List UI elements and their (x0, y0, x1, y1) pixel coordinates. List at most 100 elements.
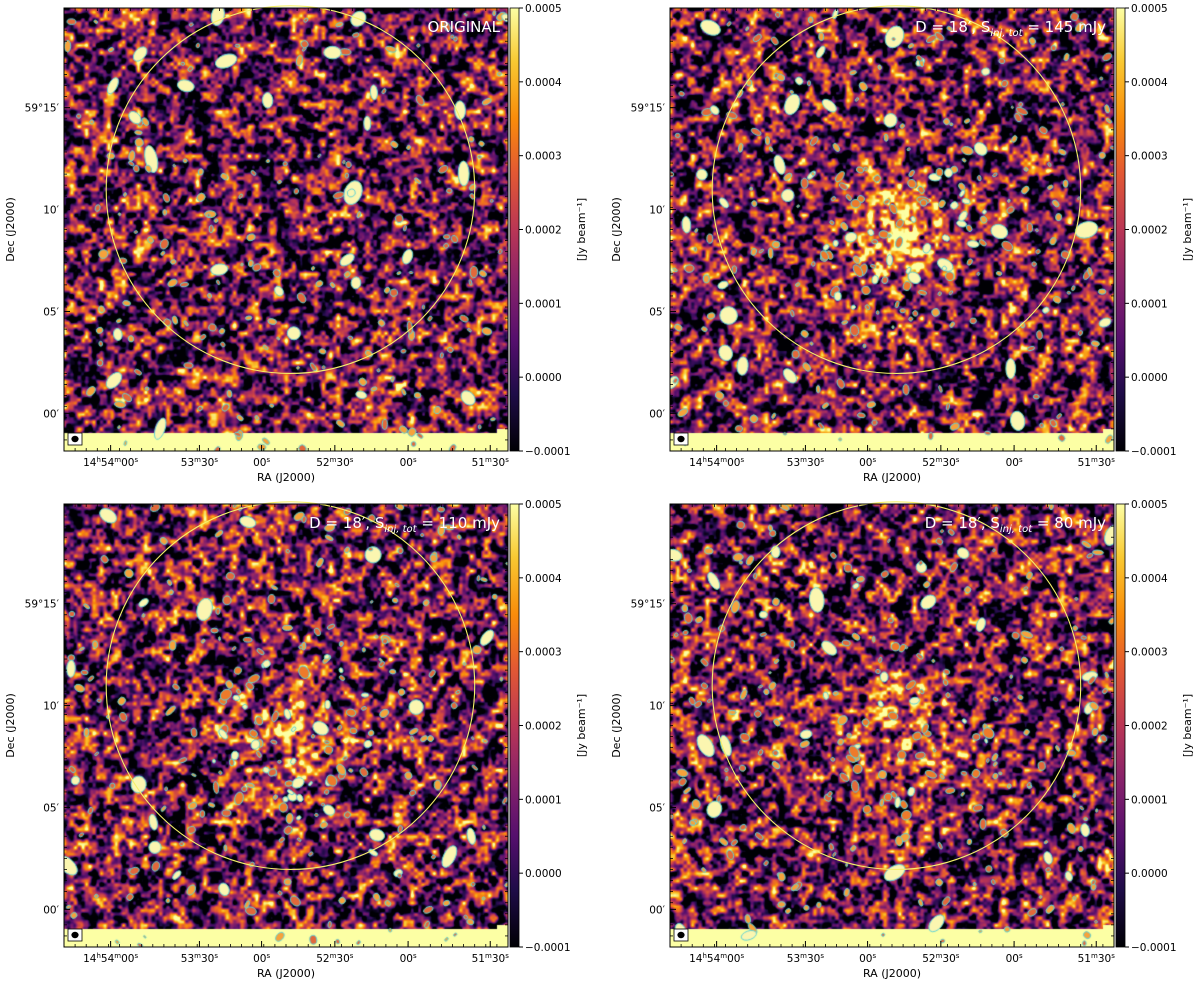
colorbar-tick-label: 0.0003 (525, 151, 562, 163)
x-tick-label: 00s (1006, 456, 1023, 469)
x-tick-label: 51m30s (1078, 456, 1116, 469)
colorbar-tick-label: 0.0005 (525, 499, 562, 511)
colorbar-tick-label: −0.0001 (1131, 446, 1177, 458)
colorbar (509, 503, 520, 948)
colorbar-tick-label: 0.0004 (1131, 573, 1168, 585)
y-tick-label: 05′ (649, 306, 665, 318)
x-tick-label: 14h54m00s (689, 456, 744, 469)
panel-title: ORIGINAL (427, 18, 500, 36)
colorbar-tick-label: −0.0001 (1131, 942, 1177, 954)
x-tick-label: 00s (859, 952, 876, 965)
y-tick-label: 00′ (649, 904, 665, 916)
x-tick-label: 53m30s (787, 952, 825, 965)
x-tick-label: 53m30s (181, 456, 219, 469)
colorbar-tick-label: 0.0001 (525, 298, 562, 310)
y-tick-label: 00′ (43, 904, 59, 916)
colorbar-label: [Jy beam⁻¹] (1181, 198, 1194, 261)
radio-map-canvas (670, 504, 1114, 947)
x-axis-label: RA (J2000) (863, 967, 921, 980)
colorbar-tick-label: 0.0003 (1131, 151, 1168, 163)
x-tick-label: 00s (253, 456, 270, 469)
radio-map-image (670, 504, 1114, 947)
radio-map-canvas (64, 8, 508, 451)
colorbar-tick-label: 0.0001 (1131, 298, 1168, 310)
y-axis-label: Dec (J2000) (4, 197, 17, 262)
halo-circle (105, 5, 476, 375)
x-tick-label: 51m30s (1078, 952, 1116, 965)
colorbar-tick-label: −0.0001 (525, 942, 571, 954)
panel-axes: 14h54m00s 53m30s 00s 52m30s 00s 51m30s 59°15′ 1… (610, 499, 1194, 980)
y-axis-label: Dec (J2000) (4, 693, 17, 758)
colorbar-tick-label: 0.0002 (1131, 225, 1168, 237)
y-tick-label: 00′ (649, 408, 665, 420)
x-tick-label: 14h54m00s (83, 456, 138, 469)
colorbar-tick-label: 0.0000 (525, 372, 562, 384)
radio-map-image (670, 8, 1114, 451)
colorbar-tick-label: 0.0004 (525, 573, 562, 585)
x-tick-label: 51m30s (472, 456, 510, 469)
colorbar-tick-label: −0.0001 (525, 446, 571, 458)
panel-axes: 14h54m00s 53m30s 00s 52m30s 00s 51m30s 59°15′ 1… (4, 499, 588, 980)
beam-ellipse (677, 931, 685, 939)
axes-frame (669, 503, 1115, 948)
colorbar-tick-label: 0.0003 (1131, 647, 1168, 659)
x-tick-label: 00s (859, 456, 876, 469)
colorbar-tick-label: 0.0004 (525, 77, 562, 89)
radio-map-image (64, 504, 508, 947)
axes-frame (63, 7, 509, 452)
panel-p3: 14h54m00s 53m30s 00s 52m30s 00s 51m30s 59°15′ 1… (0, 496, 594, 986)
colorbar-tick-label: 0.0002 (525, 721, 562, 733)
y-tick-label: 05′ (43, 802, 59, 814)
beam-ellipse (677, 435, 685, 443)
x-tick-label: 14h54m00s (83, 952, 138, 965)
x-tick-label: 00s (400, 952, 417, 965)
y-axis-label: Dec (J2000) (610, 693, 623, 758)
halo-circle (711, 501, 1082, 871)
colorbar (1115, 503, 1126, 948)
panel-axes: 14h54m00s 53m30s 00s 52m30s 00s 51m30s 59°15′ 1… (4, 3, 588, 484)
y-tick-label: 10′ (649, 205, 665, 217)
colorbar-label: [Jy beam⁻¹] (575, 694, 588, 757)
colorbar-tick-label: 0.0002 (525, 225, 562, 237)
x-tick-label: 52m30s (922, 456, 960, 469)
y-tick-label: 59°15′ (631, 599, 666, 611)
beam-ellipse (71, 435, 79, 443)
y-tick-label: 10′ (43, 701, 59, 713)
x-tick-label: 51m30s (472, 952, 510, 965)
colorbar-tick-label: 0.0005 (1131, 3, 1168, 15)
colorbar-tick-label: 0.0000 (1131, 868, 1168, 880)
radio-map-canvas (670, 8, 1114, 451)
colorbar-tick-label: 0.0002 (1131, 721, 1168, 733)
x-axis-label: RA (J2000) (257, 471, 315, 484)
y-tick-label: 59°15′ (631, 103, 666, 115)
colorbar-tick-label: 0.0004 (1131, 77, 1168, 89)
colorbar-tick-label: 0.0005 (1131, 499, 1168, 511)
panel-p2: 14h54m00s 53m30s 00s 52m30s 00s 51m30s 59°15′ 1… (606, 0, 1200, 490)
axes-frame (63, 503, 509, 948)
y-tick-label: 05′ (649, 802, 665, 814)
x-tick-label: 00s (253, 952, 270, 965)
panel-axes: 14h54m00s 53m30s 00s 52m30s 00s 51m30s 59°15′ 1… (610, 3, 1194, 484)
y-tick-label: 59°15′ (25, 103, 60, 115)
x-tick-label: 14h54m00s (689, 952, 744, 965)
radio-map-image (64, 8, 508, 451)
panel-p4: 14h54m00s 53m30s 00s 52m30s 00s 51m30s 59°15′ 1… (606, 496, 1200, 986)
colorbar-tick-label: 0.0001 (525, 794, 562, 806)
x-tick-label: 52m30s (316, 456, 354, 469)
halo-circle (105, 501, 476, 871)
colorbar-tick-label: 0.0005 (525, 3, 562, 15)
halo-circle (711, 5, 1082, 375)
x-tick-label: 52m30s (316, 952, 354, 965)
colorbar-tick-label: 0.0003 (525, 647, 562, 659)
y-tick-label: 10′ (649, 701, 665, 713)
axes-frame (669, 7, 1115, 452)
x-tick-label: 00s (400, 456, 417, 469)
y-tick-label: 00′ (43, 408, 59, 420)
panel-title: D = 18′, Sinj, tot = 80 mJy (925, 514, 1106, 535)
colorbar (1115, 7, 1126, 452)
panel-title: D = 18′, Sinj, tot = 145 mJy (915, 18, 1106, 39)
radio-map-canvas (64, 504, 508, 947)
y-tick-label: 10′ (43, 205, 59, 217)
x-axis-label: RA (J2000) (257, 967, 315, 980)
colorbar (509, 7, 520, 452)
